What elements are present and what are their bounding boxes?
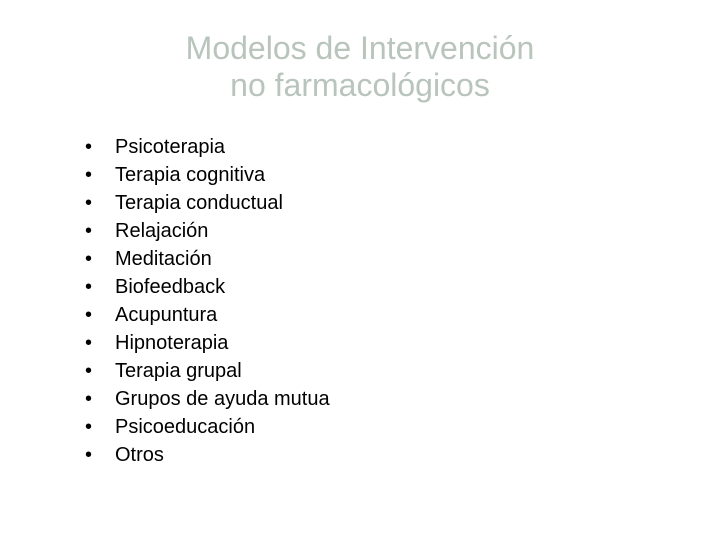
bullet-icon: • [85,330,115,356]
list-item: • Psicoeducación [85,414,720,440]
bullet-icon: • [85,190,115,216]
list-item: • Terapia conductual [85,190,720,216]
bullet-icon: • [85,134,115,160]
list-item-text: Acupuntura [115,302,217,328]
list-item-text: Relajación [115,218,208,244]
bullet-icon: • [85,386,115,412]
bullet-icon: • [85,442,115,468]
bullet-icon: • [85,358,115,384]
list-item: • Terapia grupal [85,358,720,384]
list-item-text: Terapia grupal [115,358,242,384]
list-item: • Acupuntura [85,302,720,328]
list-item: • Grupos de ayuda mutua [85,386,720,412]
bullet-icon: • [85,274,115,300]
bullet-icon: • [85,246,115,272]
list-item-text: Biofeedback [115,274,225,300]
bullet-icon: • [85,414,115,440]
slide-title: Modelos de Intervención no farmacológico… [0,30,720,104]
bullet-icon: • [85,162,115,188]
list-item-text: Meditación [115,246,212,272]
title-line-1: Modelos de Intervención [0,30,720,67]
list-item-text: Otros [115,442,164,468]
list-item-text: Terapia cognitiva [115,162,265,188]
list-item-text: Terapia conductual [115,190,283,216]
list-item: • Psicoterapia [85,134,720,160]
title-line-2: no farmacológicos [0,67,720,104]
list-item: • Meditación [85,246,720,272]
list-item: • Otros [85,442,720,468]
bullet-icon: • [85,302,115,328]
bullet-list: • Psicoterapia • Terapia cognitiva • Ter… [0,134,720,468]
list-item-text: Hipnoterapia [115,330,228,356]
list-item: • Biofeedback [85,274,720,300]
bullet-icon: • [85,218,115,244]
list-item-text: Psicoterapia [115,134,225,160]
list-item-text: Grupos de ayuda mutua [115,386,330,412]
list-item: • Hipnoterapia [85,330,720,356]
list-item: • Relajación [85,218,720,244]
list-item: • Terapia cognitiva [85,162,720,188]
list-item-text: Psicoeducación [115,414,255,440]
